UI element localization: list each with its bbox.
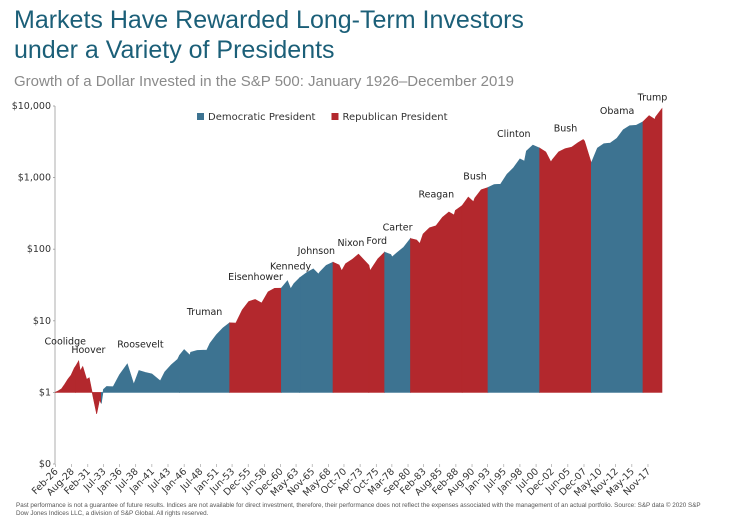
president-label: Carter [383,222,413,233]
area [461,187,489,393]
president-label: Obama [600,106,634,117]
legend-swatch [331,113,339,120]
y-tick-label: $100 [27,244,51,255]
area [229,287,282,393]
chart-subtitle: Growth of a Dollar Invested in the S&P 5… [14,73,514,90]
area [299,261,334,393]
legend-label: Democratic President [208,112,316,123]
president-label: Nixon [337,238,364,249]
president-label: Roosevelt [117,339,164,350]
president-label: Clinton [497,129,531,140]
president-label: Bush [463,171,487,182]
y-tick-label: $0 [39,459,51,470]
y-tick-label: $1,000 [18,173,51,184]
president-label: Kennedy [270,262,312,273]
area [101,355,180,404]
president-label: Ford [366,236,387,247]
area [179,322,230,393]
area [539,139,592,393]
footnote: Past performance is not a guarantee of f… [16,502,701,517]
chart-title: Markets Have Rewarded Long-Term Investor… [14,6,524,34]
area [384,237,411,393]
y-tick-label: $10,000 [12,101,51,112]
area [410,205,463,393]
area [281,276,301,393]
president-label: Bush [554,124,578,135]
y-tick-label: $10 [33,316,51,327]
president-label: Coolidge [45,337,87,348]
area [368,251,385,393]
chart-title: under a Variety of Presidents [14,36,335,64]
president-label: Reagan [418,190,454,201]
legend-swatch [197,113,204,120]
area [332,253,370,393]
president-label: Eisenhower [228,272,283,283]
area [54,365,76,393]
area [642,107,663,393]
president-label: Hoover [71,345,105,356]
president-label: Truman [186,307,222,318]
area [75,360,102,415]
y-tick-label: $1 [39,387,51,398]
legend-label: Republican President [342,112,447,123]
president-label: Johnson [297,246,335,257]
president-label: Trump [637,93,668,104]
area [487,144,540,393]
area [590,121,644,393]
